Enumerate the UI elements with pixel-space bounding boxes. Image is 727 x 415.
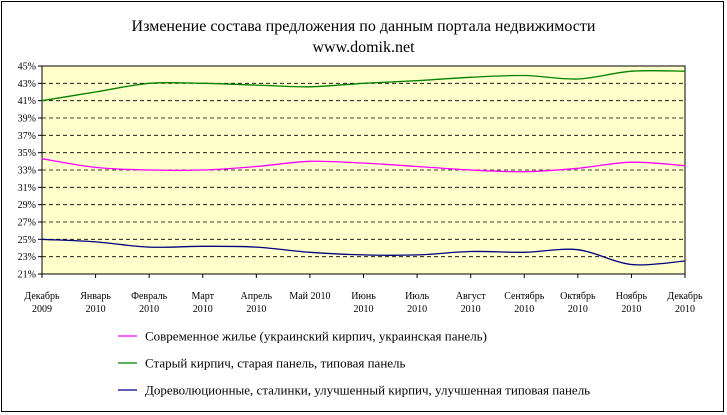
data-point [362,162,365,164]
y-tick-label: 29% [18,200,36,211]
y-tick-label: 27% [18,218,36,229]
x-tick-label: Апрель [241,291,273,302]
x-tick-label-year: 2010 [675,304,695,315]
legend-label-2: Старый кирпич, старая панель, типовая па… [145,356,406,371]
y-tick-label: 23% [18,252,36,263]
x-tick-label: Декабрь [667,291,703,302]
x-tick-label: Ноябрь [616,291,648,302]
x-tick-label: Май 2010 [289,291,330,302]
data-point [255,84,257,86]
x-tick-label-year: 2010 [86,304,106,315]
y-tick-label: 39% [18,114,36,125]
x-tick-label-year: 2010 [246,304,266,315]
x-tick-label: Декабрь [24,291,60,302]
x-tick-label-year: 2010 [354,304,374,315]
x-tick-label-year: 2010 [621,304,641,315]
x-tick-label-year: 2010 [461,304,481,315]
data-point [362,82,365,84]
data-point [416,80,418,82]
data-point [523,74,525,77]
data-point [94,91,97,93]
data-point [630,70,633,72]
x-tick-label-year: 2010 [514,304,534,315]
chart-title-line-2: www.domik.net [312,39,415,56]
data-point [577,249,579,251]
data-point [202,82,204,84]
data-point [362,254,365,256]
data-point [255,246,257,248]
y-tick-label: 45% [18,62,36,73]
data-point [255,165,257,168]
data-point [630,263,633,266]
data-point [41,158,43,160]
y-tick-label: 41% [18,96,36,107]
x-tick-label: Сентябрь [504,291,545,302]
x-tick-label-year: 2010 [139,304,159,315]
data-point [202,169,204,171]
data-point [684,165,686,167]
legend-label-3: Дореволюционные, сталинки, улучшенный ки… [145,383,590,398]
data-point [41,100,43,102]
y-tick-label: 37% [18,131,36,142]
y-tick-label: 25% [18,235,36,246]
x-tick-label: Март [191,291,214,302]
data-point [41,238,43,240]
data-point [523,251,525,253]
data-point [684,260,686,262]
data-point [416,165,418,168]
chart-title-line-1: Изменение состава предложения по данным … [131,18,596,35]
data-point [684,70,686,72]
chart-title: Изменение состава предложения по данным … [0,16,727,58]
x-tick-label: Февраль [131,291,168,302]
x-tick-label-year: 2010 [407,304,427,315]
data-point [148,169,150,171]
x-tick-label: Январь [80,291,111,302]
data-point [94,166,97,168]
x-tick-label-year: 2010 [193,304,213,315]
data-point [470,76,472,78]
data-point [470,169,472,171]
data-point [94,241,97,243]
x-tick-label: Август [456,291,486,302]
y-tick-label: 31% [18,183,36,194]
data-point [309,251,311,253]
data-point [148,82,150,84]
data-point [309,160,311,162]
legend-label-1: Современное жилье (украинский кирпич, ук… [145,329,487,344]
data-point [309,86,311,88]
x-tick-label: Октябрь [560,291,596,302]
y-tick-label: 35% [18,148,36,159]
data-point [577,78,579,80]
x-tick-label: Июль [405,291,429,302]
x-tick-label-year: 2009 [32,304,52,315]
data-point [416,254,418,256]
y-tick-label: 33% [18,166,36,177]
data-point [202,245,204,247]
y-tick-label: 21% [18,270,36,281]
y-tick-label: 43% [18,79,36,90]
x-tick-label-year: 2010 [568,304,588,315]
data-point [470,250,472,253]
data-point [148,246,150,248]
data-point [577,167,579,169]
data-point [523,171,525,173]
x-tick-label: Июнь [351,291,376,302]
data-point [630,161,633,163]
